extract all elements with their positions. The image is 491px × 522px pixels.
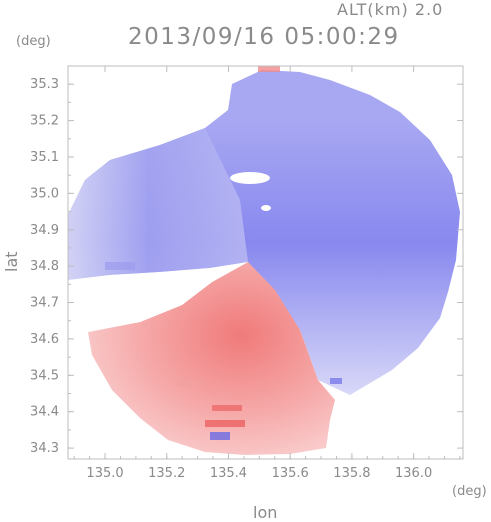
y-tick-label: 34.9 (30, 223, 59, 238)
negative-velocity-west (68, 128, 248, 280)
x-tick-label: 135.0 (86, 466, 123, 481)
x-tick-label: 135.8 (333, 466, 370, 481)
y-tick-label: 35.3 (30, 77, 59, 92)
axis-ticks: 135.0 135.2 135.4 135.6 135.8 136.0 35.3 35.2 35… (30, 65, 463, 481)
y-tick-label: 35.0 (30, 186, 59, 201)
y-tick-label: 34.6 (30, 332, 59, 347)
plot-frame (67, 65, 464, 460)
x-tick-label: 136.0 (395, 466, 432, 481)
positive-streak (258, 66, 280, 72)
y-tick-label: 34.7 (30, 296, 59, 311)
y-tick-label: 34.4 (30, 405, 59, 420)
y-tick-label: 35.1 (30, 150, 59, 165)
altitude-label: ALT(km) 2.0 (337, 0, 444, 19)
y-tick-label: 34.8 (30, 259, 59, 274)
y-tick-label: 35.2 (30, 114, 59, 129)
negative-streak (330, 378, 342, 384)
echo-gap (230, 172, 270, 184)
echo-field (68, 66, 460, 455)
positive-velocity-region (88, 262, 335, 455)
y-tick-label: 34.3 (30, 441, 59, 456)
positive-streak (212, 405, 242, 411)
negative-streak (210, 432, 230, 440)
x-tick-label: 135.4 (210, 466, 247, 481)
timestamp-title: 2013/09/16 05:00:29 (128, 24, 400, 50)
positive-streak (175, 380, 203, 386)
x-axis-title: lon (253, 503, 278, 522)
neutral-band (68, 262, 248, 332)
x-axis-unit: (deg) (452, 484, 487, 499)
echo-gap (261, 205, 271, 211)
positive-streak (205, 420, 245, 427)
x-tick-label: 135.6 (272, 466, 309, 481)
y-axis-unit: (deg) (16, 34, 51, 49)
negative-streak (105, 262, 135, 270)
x-tick-label: 135.2 (148, 466, 185, 481)
y-tick-label: 34.5 (30, 368, 59, 383)
